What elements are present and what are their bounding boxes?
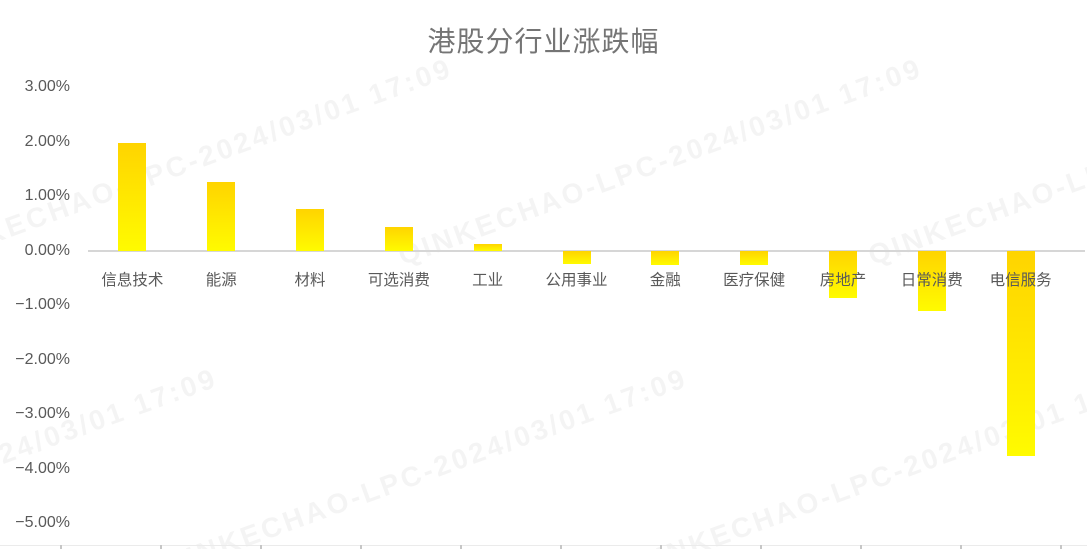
y-axis-tick-label: −2.00%	[15, 350, 70, 368]
bar-日常消费	[917, 250, 946, 311]
y-axis-tick-label: −4.00%	[15, 459, 70, 477]
cropped-axis-tick	[860, 545, 862, 549]
x-axis-category-label: 可选消费	[367, 272, 430, 289]
y-axis-tick-label: 1.00%	[24, 187, 70, 205]
y-axis-tick-label: −1.00%	[15, 296, 70, 314]
bar-房地产	[828, 250, 857, 298]
cropped-axis-tick	[60, 545, 62, 549]
x-axis-category-label: 电信服务	[989, 272, 1052, 289]
bar-能源	[207, 182, 236, 251]
chart-title: 港股分行业涨跌幅	[427, 26, 660, 57]
bar-金融	[651, 250, 680, 265]
x-axis-category-label: 材料	[294, 272, 326, 289]
x-axis-category-label: 能源	[205, 272, 237, 289]
y-axis-tick-label: −3.00%	[15, 405, 70, 423]
cropped-axis-tick	[660, 545, 662, 549]
bar-信息技术	[118, 142, 147, 251]
x-axis-category-label: 医疗保健	[723, 272, 786, 289]
y-axis-tick-label: 3.00%	[24, 78, 70, 96]
bar-可选消费	[384, 227, 413, 251]
cropped-axis-line	[0, 545, 1087, 546]
cropped-axis-tick	[1060, 545, 1062, 549]
cropped-axis-tick	[960, 545, 962, 549]
y-axis-tick-label: −5.00%	[15, 513, 70, 531]
cropped-axis-tick	[360, 545, 362, 549]
bar-工业	[473, 244, 502, 251]
x-axis-category-label: 工业	[472, 272, 504, 289]
cropped-axis-tick	[460, 545, 462, 549]
bar-公用事业	[562, 250, 591, 265]
watermark-text: QINKECHAO-LPC-2024/03/01 17:09	[394, 52, 927, 272]
x-axis-category-label: 房地产	[819, 272, 867, 289]
bar-电信服务	[1006, 250, 1035, 456]
y-axis-tick-label: 2.00%	[24, 132, 70, 150]
cropped-axis-tick	[160, 545, 162, 549]
y-axis-tick-label: 0.00%	[24, 241, 70, 259]
watermark-text: QINKECHAO-LPC-2024/03/01 17:09	[864, 52, 1087, 272]
x-axis-category-label: 公用事业	[545, 272, 608, 289]
watermark-text: QINKECHAO-LPC-2024/03/01 17:09	[159, 362, 692, 549]
cropped-axis-tick	[560, 545, 562, 549]
bar-医疗保健	[740, 250, 769, 265]
cropped-axis-tick	[260, 545, 262, 549]
bar-材料	[296, 208, 325, 251]
x-axis-category-label: 金融	[649, 272, 681, 289]
x-axis-category-label: 信息技术	[101, 272, 164, 289]
x-axis-category-label: 日常消费	[900, 272, 963, 289]
cropped-axis-tick	[760, 545, 762, 549]
